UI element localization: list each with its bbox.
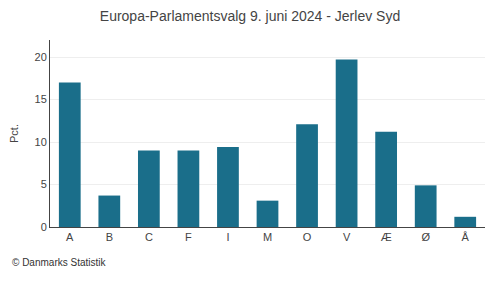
- svg-text:B: B: [106, 231, 113, 243]
- svg-text:F: F: [185, 231, 192, 243]
- svg-text:Pct.: Pct.: [8, 124, 20, 143]
- svg-text:© Danmarks Statistik: © Danmarks Statistik: [12, 257, 107, 268]
- svg-text:20: 20: [35, 51, 47, 63]
- svg-text:15: 15: [35, 93, 47, 105]
- svg-text:Æ: Æ: [381, 231, 392, 243]
- svg-text:C: C: [145, 231, 153, 243]
- svg-text:V: V: [343, 231, 351, 243]
- svg-text:O: O: [303, 231, 312, 243]
- svg-text:0: 0: [41, 221, 47, 233]
- svg-text:Europa-Parlamentsvalg 9. juni: Europa-Parlamentsvalg 9. juni 2024 - Jer…: [100, 8, 400, 24]
- svg-text:A: A: [66, 231, 74, 243]
- svg-text:M: M: [263, 231, 272, 243]
- svg-text:Ø: Ø: [421, 231, 430, 243]
- svg-text:5: 5: [41, 178, 47, 190]
- svg-text:I: I: [226, 231, 229, 243]
- svg-text:10: 10: [35, 136, 47, 148]
- svg-text:Å: Å: [462, 231, 470, 243]
